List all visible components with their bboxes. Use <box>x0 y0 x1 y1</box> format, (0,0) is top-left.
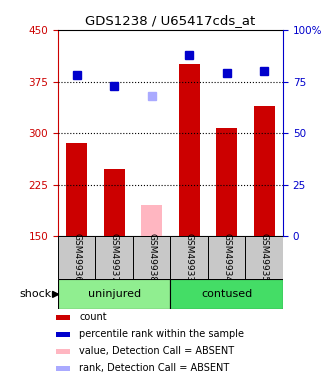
Bar <box>141 206 162 236</box>
Text: GSM49933: GSM49933 <box>185 233 194 282</box>
Bar <box>170 279 283 309</box>
Text: shock: shock <box>19 290 51 299</box>
Bar <box>208 236 246 279</box>
Text: GSM49934: GSM49934 <box>222 233 231 282</box>
Text: contused: contused <box>201 290 252 299</box>
Bar <box>56 366 70 371</box>
Text: GSM49938: GSM49938 <box>147 233 156 282</box>
Text: rank, Detection Call = ABSENT: rank, Detection Call = ABSENT <box>79 363 229 374</box>
Bar <box>95 236 133 279</box>
Bar <box>66 144 87 236</box>
Text: percentile rank within the sample: percentile rank within the sample <box>79 329 244 339</box>
Bar <box>56 315 70 320</box>
Bar <box>56 349 70 354</box>
Title: GDS1238 / U65417cds_at: GDS1238 / U65417cds_at <box>85 15 256 27</box>
Bar <box>170 236 208 279</box>
Bar <box>58 236 95 279</box>
Bar <box>56 332 70 337</box>
Text: GSM49935: GSM49935 <box>260 233 269 282</box>
Bar <box>246 236 283 279</box>
Bar <box>216 128 237 236</box>
Text: GSM49937: GSM49937 <box>110 233 119 282</box>
Bar <box>58 279 170 309</box>
Bar <box>179 64 200 236</box>
Text: count: count <box>79 312 107 322</box>
Text: uninjured: uninjured <box>88 290 141 299</box>
Bar <box>254 106 274 236</box>
Bar <box>104 169 124 236</box>
Text: GSM49936: GSM49936 <box>72 233 81 282</box>
Bar <box>133 236 170 279</box>
Text: value, Detection Call = ABSENT: value, Detection Call = ABSENT <box>79 346 234 356</box>
